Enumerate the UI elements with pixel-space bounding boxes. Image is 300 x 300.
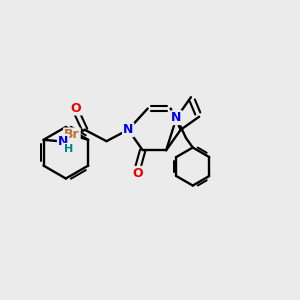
Text: H: H	[64, 144, 73, 154]
Text: N: N	[171, 111, 182, 124]
Text: N: N	[58, 135, 68, 148]
Text: O: O	[132, 167, 142, 180]
Text: Br: Br	[64, 128, 80, 141]
Text: O: O	[71, 102, 81, 115]
Text: N: N	[123, 123, 134, 136]
